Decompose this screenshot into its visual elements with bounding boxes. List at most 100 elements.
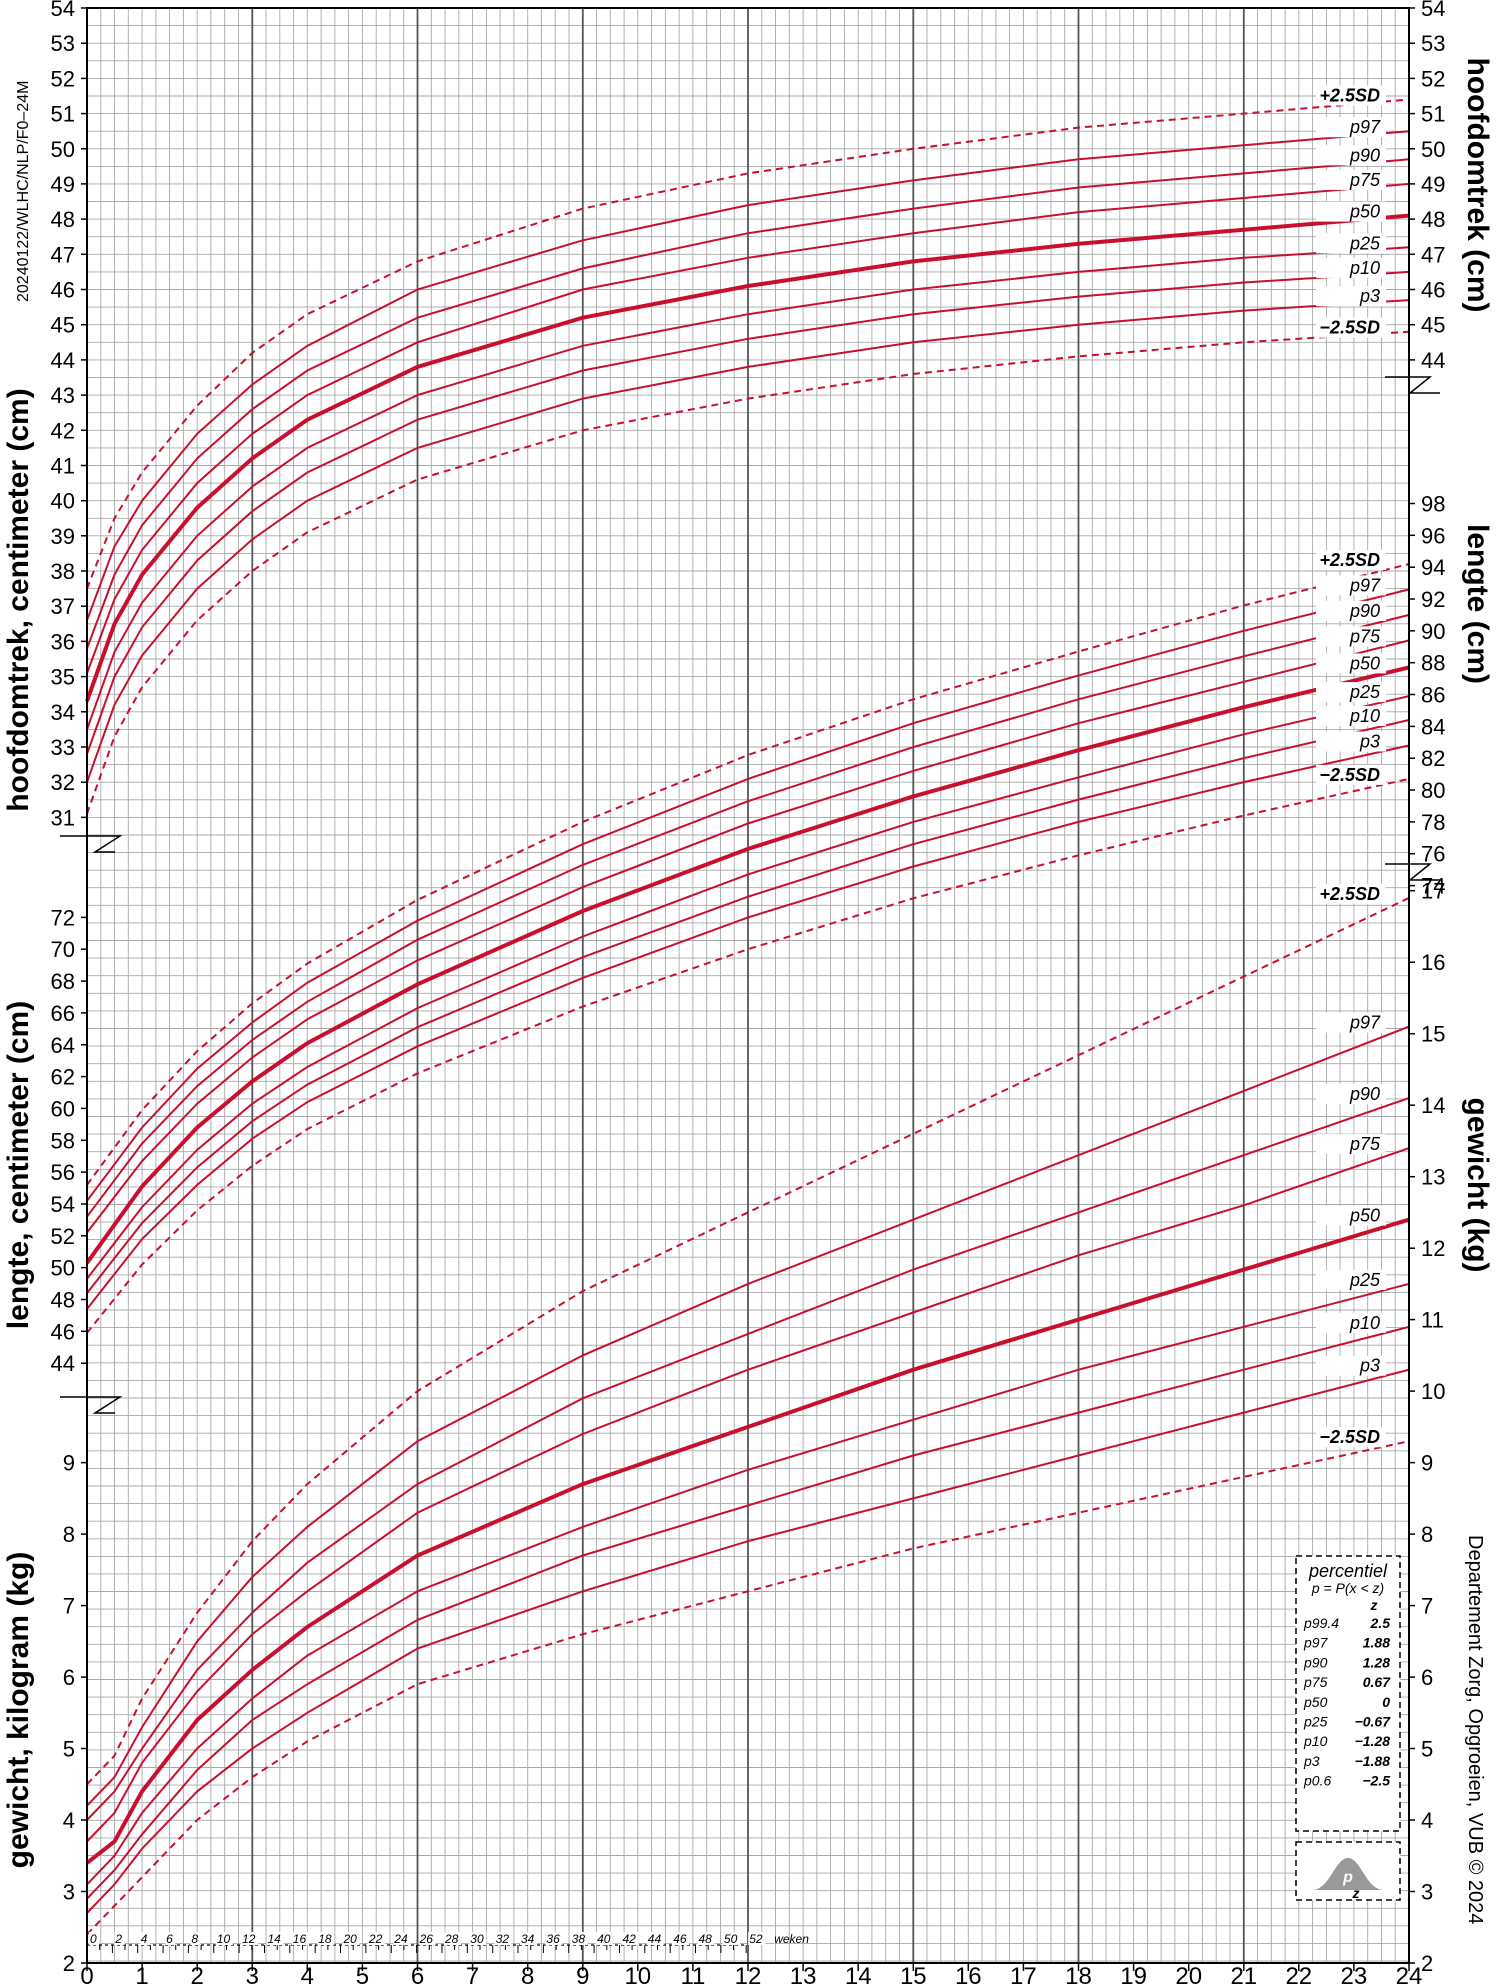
right-tick-label: 3 [1421,1880,1433,1905]
legend-title: percentiel [1308,1561,1388,1581]
curve-weight-25SD [86,896,1410,1785]
curve-label-bg [1316,145,1386,166]
curve-label-head: +2.5SD [1319,86,1380,106]
week-label-bg [190,1932,201,1945]
curve-weight-p75 [86,1147,1410,1843]
curve-label-weight: p25 [1349,1270,1381,1290]
right-tick-label: 88 [1421,651,1445,676]
right-tick-label: 5 [1421,1737,1433,1762]
x-tick-label: 2 [191,1963,204,1986]
curve-head-p50 [85,213,1410,702]
x-tick-label: 3 [246,1963,259,1986]
x-tick-label: 14 [845,1963,872,1986]
legend-row-p: p3 [1303,1753,1320,1769]
right-tick-label: 9 [1421,1451,1433,1476]
curve-label-bg [1316,257,1386,278]
legend-row-z: 2.5 [1370,1615,1391,1631]
left-tick-label: 50 [51,1256,75,1281]
axis-break-left [60,1396,123,1414]
week-label-bg [367,1932,385,1945]
left-tick-label: 7 [63,1594,75,1619]
axis-title-right: lengte (cm) [1461,524,1494,684]
x-tick-label: 21 [1230,1963,1257,1986]
right-tick-label: 4 [1421,1808,1433,1833]
curve-label-length: p10 [1349,706,1380,726]
left-tick-label: 40 [51,489,75,514]
x-tick-label: 12 [735,1963,762,1986]
week-label-bg [139,1932,150,1945]
right-tick-label: 11 [1421,1308,1444,1333]
right-tick-label: 6 [1421,1665,1433,1690]
left-tick-label: 60 [51,1096,75,1121]
left-tick-label: 48 [51,207,75,232]
week-tick-label: 46 [673,1932,687,1946]
week-label-bg [621,1932,639,1945]
curve-length-p90 [86,613,1410,1218]
left-tick-label: 36 [51,629,75,654]
x-tick-label: 0 [80,1963,93,1986]
x-tick-label: 9 [576,1963,589,1986]
week-tick-label: 26 [419,1932,434,1946]
week-label-bg [545,1932,563,1945]
curve-weight-p90 [86,1097,1410,1821]
week-label-bg [444,1932,461,1945]
left-tick-label: 51 [51,102,75,127]
curve-label-bg [1316,85,1386,106]
week-label-bg [114,1932,125,1945]
bell-curve-icon [1312,1858,1384,1890]
curve-label-bg [1316,117,1386,138]
left-tick-label: 46 [51,1319,75,1344]
curve-head-p90 [86,158,1410,649]
curve-length-p25 [86,695,1410,1280]
curve-head-25SD [86,98,1410,589]
x-tick-label: 24 [1396,1963,1423,1986]
week-tick-label: 30 [470,1932,484,1946]
curve-label-bg [1316,600,1386,621]
legend-row-z: −2.5 [1362,1773,1390,1789]
week-label-bg [393,1932,411,1945]
week-tick-label: 8 [191,1932,198,1946]
curve-label-bg [1316,883,1386,904]
curve-label-bg [1316,233,1386,254]
left-tick-label: 39 [51,524,75,549]
chart-grid [86,7,1410,1963]
curve-label-bg [1316,1355,1386,1376]
right-tick-label: 54 [1421,0,1445,21]
left-tick-label: 58 [51,1128,75,1153]
left-tick-label: 3 [63,1880,75,1905]
curve-label-weight: p97 [1349,1013,1381,1033]
week-label-bg [266,1932,284,1945]
right-tick-label: 7 [1421,1594,1433,1619]
right-tick-label: 8 [1421,1522,1433,1547]
curve-label-bg [1316,731,1386,752]
left-tick-label: 35 [51,665,75,690]
curve-label-bg [1316,1012,1386,1033]
week-unit-label: weken [774,1932,809,1946]
left-tick-label: 47 [51,242,75,267]
left-tick-label: 44 [51,348,75,373]
left-tick-label: 43 [51,383,75,408]
week-tick-label: 38 [572,1932,586,1946]
week-tick-label: 2 [114,1932,122,1946]
x-tick-label: 20 [1175,1963,1202,1986]
document-code: 20240122/WLHC/NLP/F0–24M [15,81,32,302]
percentile-legend: percentiel p = P(x < z) z p99.4 2.5 p97 1.8… [1295,1555,1401,1901]
x-tick-label: 4 [301,1963,314,1986]
left-tick-label: 50 [51,137,75,162]
right-tick-label: 46 [1421,278,1445,303]
curve-label-bg [1316,653,1386,674]
curve-label-weight: p75 [1349,1134,1381,1154]
right-tick-label: 90 [1421,619,1445,644]
axis-break-left [60,835,123,853]
right-tick-label: 51 [1421,102,1445,127]
curve-label-head: p25 [1349,233,1381,253]
left-tick-label: 52 [51,66,75,91]
curve-length-p10 [86,719,1410,1294]
left-tick-label: 70 [51,937,75,962]
week-label-bg [596,1932,614,1945]
curve-label-weight: p3 [1359,1356,1380,1376]
right-tick-label: 10 [1421,1379,1445,1404]
x-tick-label: 8 [521,1963,534,1986]
axis-title-left: gewicht, kilogram (kg) [2,1552,35,1869]
